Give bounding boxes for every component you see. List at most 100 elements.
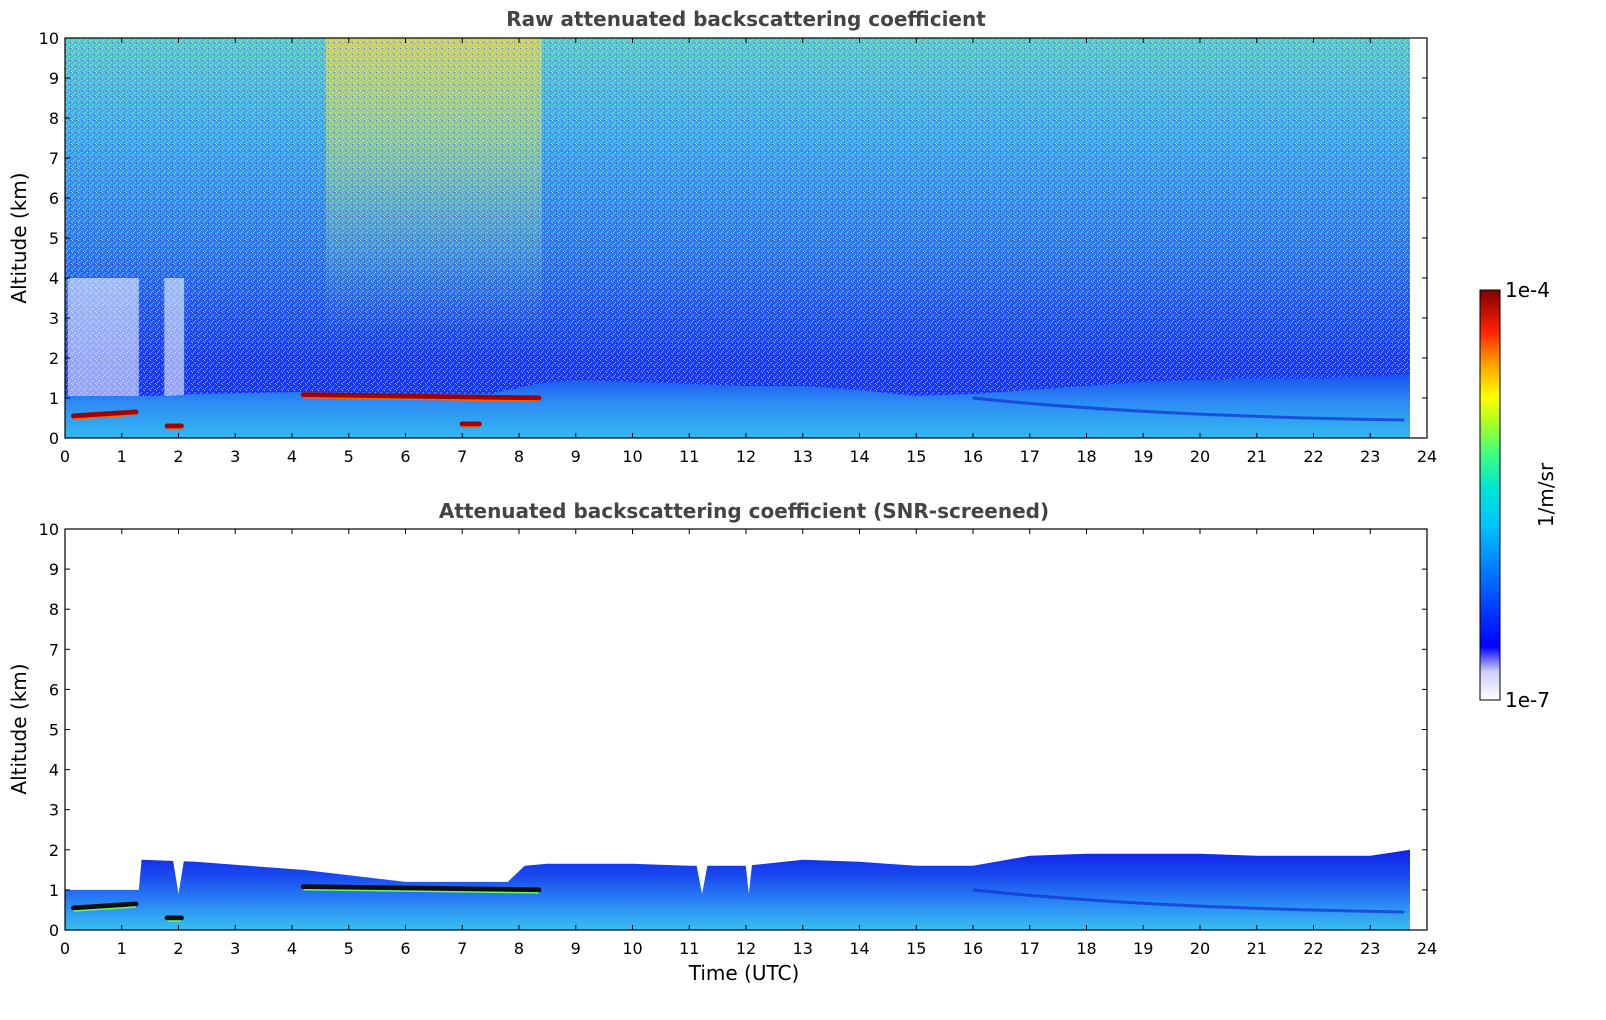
screened-y-tick-label: 6 [49,680,59,699]
raw-x-tick-label: 3 [230,447,240,466]
screened-y-tick-label: 2 [49,841,59,860]
screened-x-tick-label: 24 [1417,939,1437,958]
screened-y-tick-label: 3 [49,801,59,820]
raw-x-tick-label: 5 [344,447,354,466]
screened-masked-gap [169,841,188,894]
raw-y-tick-label: 6 [49,189,59,208]
screened-heatmap [65,841,1410,930]
screened-y-tick-label: 8 [49,600,59,619]
raw-y-tick-label: 3 [49,309,59,328]
raw-cloud-layer-edge [73,414,136,420]
screened-residual-layer [972,888,1405,914]
x-axis-label: Time (UTC) [688,961,800,985]
screened-boundary-layer [65,849,1410,930]
screened-x-tick-label: 4 [287,939,297,958]
raw-x-tick-label: 18 [1076,447,1096,466]
screened-x-tick-label: 6 [400,939,410,958]
raw-x-tick-label: 16 [963,447,983,466]
raw-x-tick-label: 21 [1247,447,1267,466]
raw-x-tick-label: 17 [1020,447,1040,466]
raw-x-tick-label: 9 [571,447,581,466]
screened-y-ticks: 0 1 2 3 4 5 6 7 8 9 10 [39,520,1427,940]
screened-x-tick-label: 22 [1303,939,1323,958]
raw-heatmap [65,38,1410,438]
screened-heatmap-data [65,841,1410,930]
screened-y-axis-label: Altitude (km) [7,663,31,794]
screened-x-tick-label: 8 [514,939,524,958]
raw-y-ticks: 0 1 2 3 4 5 6 7 8 9 10 [39,29,1427,448]
raw-x-ticks: 0 1 2 3 4 5 6 7 8 9 10 11 12 13 14 15 16 17 18 19 20 21 22 23 24 [60,38,1437,466]
raw-noise-texture [65,38,1410,438]
raw-residual-layer [972,396,1405,422]
screened-cloud-layer [300,884,542,893]
screened-x-tick-label: 19 [1133,939,1153,958]
raw-x-tick-label: 24 [1417,447,1437,466]
screened-masked-gap [692,841,712,894]
raw-y-tick-label: 8 [49,109,59,128]
raw-y-tick-label: 4 [49,269,59,288]
raw-cloud-layer [300,392,542,401]
raw-cloud-layer [71,409,139,419]
raw-x-tick-label: 19 [1133,447,1153,466]
colorbar: 1e-4 1e-7 1/m/sr [1479,278,1558,712]
screened-y-tick-label: 0 [49,921,59,940]
raw-y-axis-label: Altitude (km) [7,172,31,303]
screened-x-tick-label: 10 [622,939,642,958]
raw-heatmap-data [65,38,1410,438]
screened-y-tick-label: 9 [49,560,59,579]
screened-y-tick-label: 7 [49,640,59,659]
raw-x-tick-label: 20 [1190,447,1210,466]
screened-cloud-layer-edge [303,888,539,894]
screened-cloud-layer-edge [73,906,136,912]
screened-x-tick-label: 20 [1190,939,1210,958]
raw-y-tick-label: 7 [49,149,59,168]
screened-y-tick-label: 5 [49,721,59,740]
raw-x-tick-label: 8 [514,447,524,466]
screened-x-tick-label: 0 [60,939,70,958]
raw-x-tick-label: 22 [1303,447,1323,466]
raw-y-tick-label: 1 [49,389,59,408]
raw-y-tick-label: 10 [39,29,59,48]
raw-x-tick-label: 1 [117,447,127,466]
screened-y-tick-label: 1 [49,881,59,900]
raw-x-tick-label: 7 [457,447,467,466]
raw-x-tick-label: 10 [622,447,642,466]
screened-x-tick-label: 12 [736,939,756,958]
screened-x-tick-label: 7 [457,939,467,958]
screened-x-tick-label: 3 [230,939,240,958]
raw-x-tick-label: 4 [287,447,297,466]
colorbar-max-label: 1e-4 [1505,278,1550,302]
raw-x-tick-label: 2 [173,447,183,466]
screened-x-tick-label: 18 [1076,939,1096,958]
screened-x-tick-label: 15 [906,939,926,958]
screened-backscatter-panel: Attenuated backscattering coefficient (S… [7,499,1437,985]
screened-x-tick-label: 2 [173,939,183,958]
raw-x-tick-label: 14 [849,447,869,466]
raw-x-tick-label: 0 [60,447,70,466]
screened-x-tick-label: 16 [963,939,983,958]
screened-x-ticks: 0 1 2 3 4 5 6 7 8 9 10 11 12 13 14 15 16 17 18 19 20 21 22 23 24 [60,529,1437,958]
raw-x-tick-label: 23 [1360,447,1380,466]
screened-x-tick-label: 13 [793,939,813,958]
raw-panel-title: Raw attenuated backscattering coefficien… [506,7,986,31]
raw-y-tick-label: 5 [49,229,59,248]
colorbar-unit-label: 1/m/sr [1534,462,1558,527]
screened-panel-title: Attenuated backscattering coefficient (S… [439,499,1049,523]
raw-noise-column [164,278,185,398]
screened-x-tick-label: 5 [344,939,354,958]
raw-y-tick-label: 0 [49,429,59,448]
colorbar-min-label: 1e-7 [1505,688,1550,712]
raw-boundary-layer [65,374,1410,438]
raw-y-tick-label: 9 [49,69,59,88]
raw-x-tick-label: 6 [400,447,410,466]
screened-x-tick-label: 17 [1020,939,1040,958]
screened-x-tick-label: 14 [849,939,869,958]
screened-x-tick-label: 21 [1247,939,1267,958]
raw-x-tick-label: 11 [679,447,699,466]
screened-x-tick-label: 11 [679,939,699,958]
raw-cloud-layer-edge [303,397,539,402]
screened-masked-gap [743,841,755,894]
raw-x-tick-label: 13 [793,447,813,466]
raw-x-tick-label: 12 [736,447,756,466]
